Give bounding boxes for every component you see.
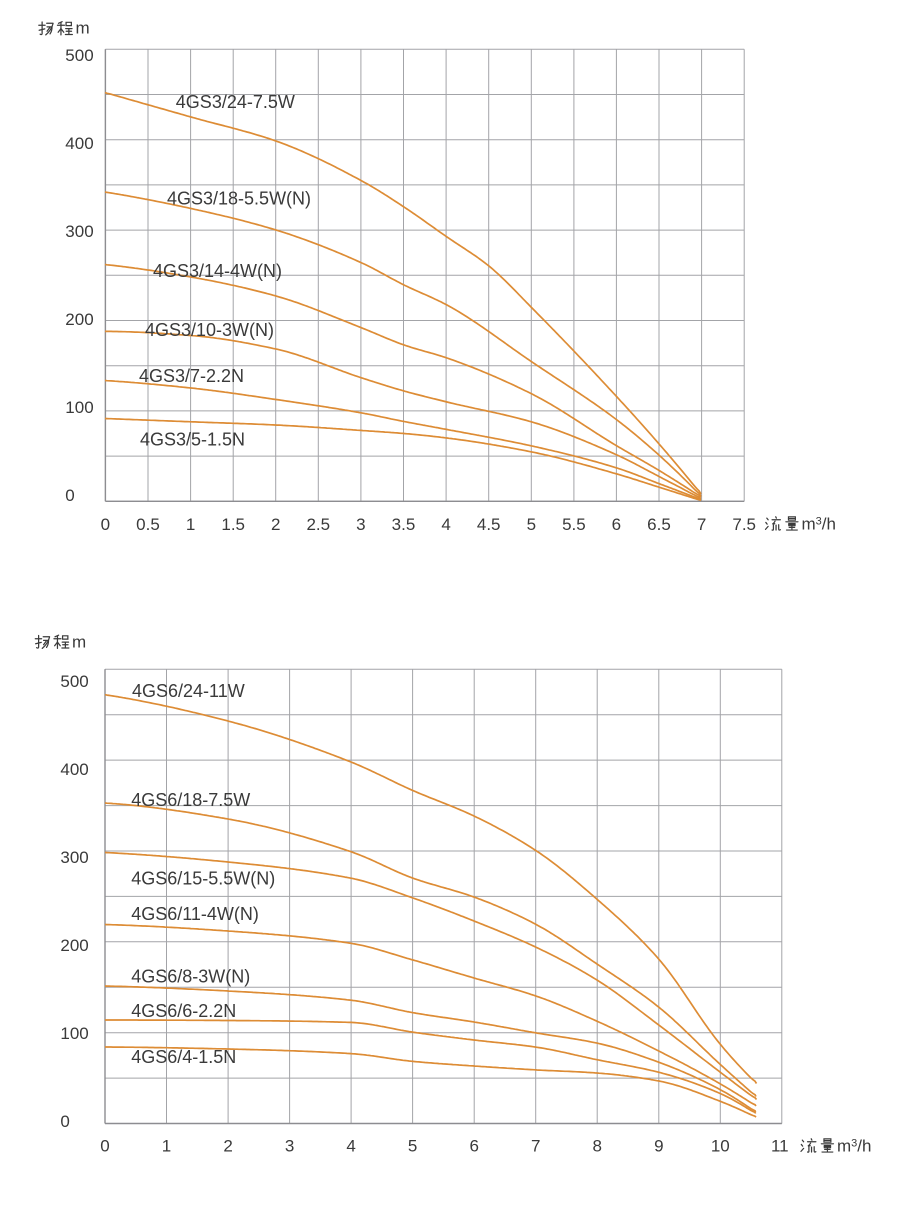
svg-text:5: 5 — [408, 1137, 417, 1156]
svg-text:7: 7 — [697, 515, 706, 534]
svg-text:2: 2 — [271, 515, 280, 534]
svg-text:6: 6 — [469, 1137, 478, 1156]
svg-text:0: 0 — [65, 486, 74, 505]
svg-text:10: 10 — [711, 1137, 730, 1156]
svg-text:3.5: 3.5 — [392, 515, 416, 534]
svg-text:0: 0 — [100, 1137, 109, 1156]
svg-text:7: 7 — [531, 1137, 540, 1156]
svg-text:4: 4 — [441, 515, 450, 534]
svg-text:200: 200 — [60, 936, 88, 955]
svg-text:2.5: 2.5 — [306, 515, 330, 534]
svg-text:m: m — [72, 633, 86, 652]
svg-text:5.5: 5.5 — [562, 515, 586, 534]
svg-text:0: 0 — [60, 1112, 69, 1131]
svg-text:4GS3/7-2.2N: 4GS3/7-2.2N — [139, 366, 244, 386]
svg-text:4GS3/14-4W(N): 4GS3/14-4W(N) — [153, 261, 282, 281]
svg-text:4GS6/4-1.5N: 4GS6/4-1.5N — [131, 1047, 236, 1067]
svg-text:9: 9 — [654, 1137, 663, 1156]
svg-text:200: 200 — [65, 310, 93, 329]
svg-text:1.5: 1.5 — [221, 515, 245, 534]
svg-text:1: 1 — [162, 1137, 171, 1156]
svg-text:6: 6 — [612, 515, 621, 534]
svg-text:m: m — [76, 19, 90, 38]
svg-text:4GS3/18-5.5W(N): 4GS3/18-5.5W(N) — [167, 189, 311, 209]
svg-text:500: 500 — [60, 672, 88, 691]
svg-text:4.5: 4.5 — [477, 515, 501, 534]
svg-text:300: 300 — [60, 848, 88, 867]
svg-text:3: 3 — [285, 1137, 294, 1156]
svg-text:11: 11 — [771, 1137, 789, 1156]
svg-text:4GS6/18-7.5W: 4GS6/18-7.5W — [131, 790, 250, 810]
svg-text:400: 400 — [65, 134, 93, 153]
svg-text:500: 500 — [65, 46, 93, 65]
svg-text:1: 1 — [186, 515, 195, 534]
svg-text:4GS6/15-5.5W(N): 4GS6/15-5.5W(N) — [131, 869, 275, 889]
svg-text:400: 400 — [60, 760, 88, 779]
svg-text:4: 4 — [346, 1137, 355, 1156]
svg-text:4GS3/24-7.5W: 4GS3/24-7.5W — [176, 92, 295, 112]
svg-text:6.5: 6.5 — [647, 515, 671, 534]
svg-text:4GS3/5-1.5N: 4GS3/5-1.5N — [140, 430, 245, 450]
svg-text:4GS6/24-11W: 4GS6/24-11W — [132, 681, 245, 701]
svg-text:100: 100 — [60, 1024, 88, 1043]
svg-text:5: 5 — [527, 515, 536, 534]
svg-text:0: 0 — [101, 515, 110, 534]
svg-text:0.5: 0.5 — [136, 515, 160, 534]
svg-text:2: 2 — [223, 1137, 232, 1156]
svg-text:100: 100 — [65, 398, 93, 417]
svg-text:4GS6/8-3W(N): 4GS6/8-3W(N) — [131, 967, 250, 987]
svg-text:4GS6/6-2.2N: 4GS6/6-2.2N — [131, 1001, 236, 1021]
svg-text:m3/h: m3/h — [837, 1137, 871, 1156]
svg-text:3: 3 — [356, 515, 365, 534]
svg-text:7.5: 7.5 — [732, 515, 756, 534]
svg-text:4GS6/11-4W(N): 4GS6/11-4W(N) — [131, 904, 259, 924]
svg-text:300: 300 — [65, 222, 93, 241]
svg-text:8: 8 — [592, 1137, 601, 1156]
svg-text:m3/h: m3/h — [802, 515, 836, 534]
svg-text:4GS3/10-3W(N): 4GS3/10-3W(N) — [145, 320, 274, 340]
